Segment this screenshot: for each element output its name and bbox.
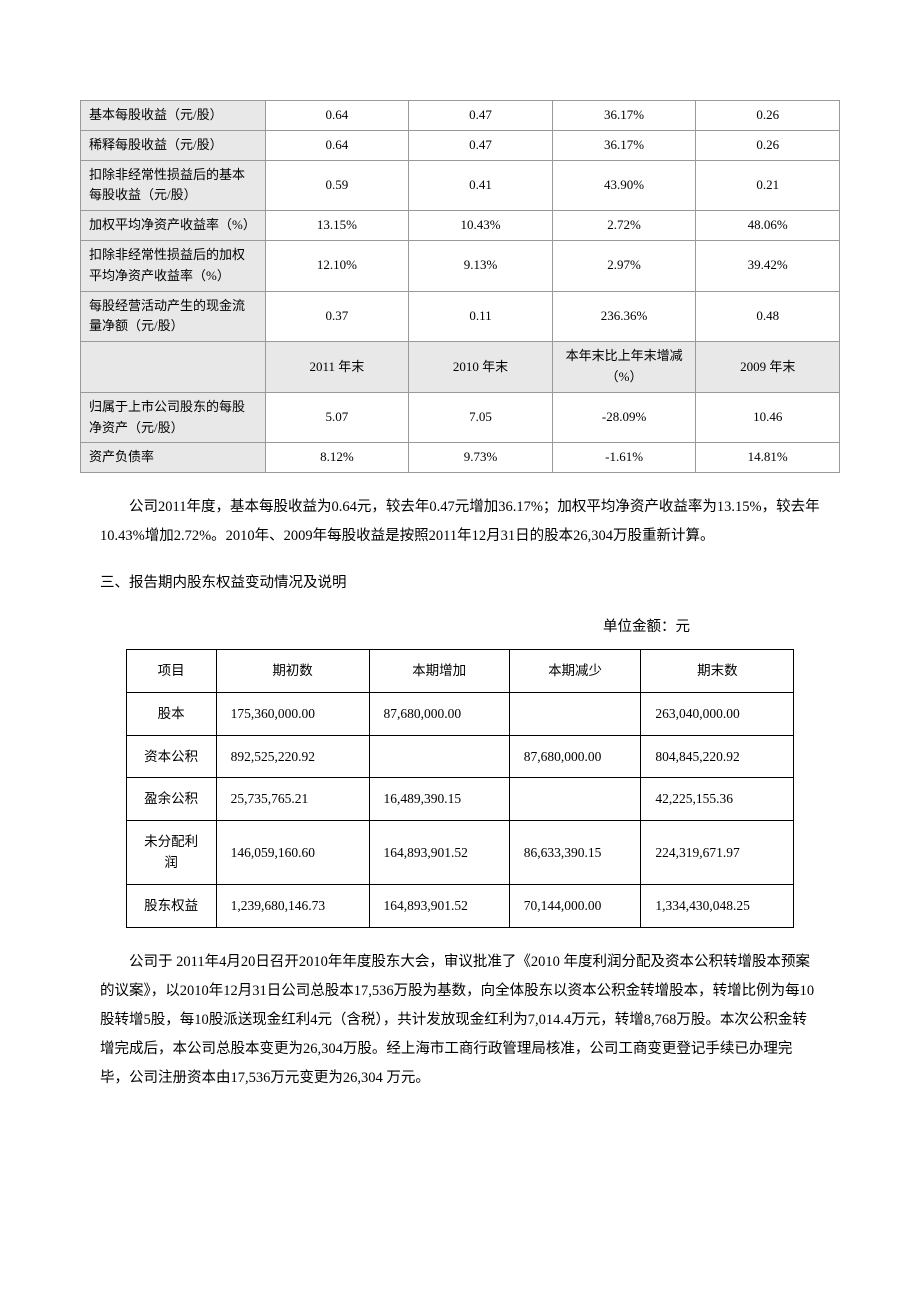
cell-value: 0.48: [696, 291, 840, 342]
cell-value: 263,040,000.00: [641, 692, 794, 735]
cell-value: 0.64: [265, 101, 409, 131]
cell-value: [369, 735, 509, 778]
cell-value: 8.12%: [265, 443, 409, 473]
cell-value: 12.10%: [265, 240, 409, 291]
row-label: 每股经营活动产生的现金流量净额（元/股）: [81, 291, 266, 342]
row-label: 股本: [126, 692, 216, 735]
cell-value: 0.26: [696, 101, 840, 131]
cell-value: 25,735,765.21: [216, 778, 369, 821]
cell-value: 0.59: [265, 160, 409, 211]
cell-value: 0.11: [409, 291, 553, 342]
cell-value: -28.09%: [552, 392, 696, 443]
row-label: 未分配利润: [126, 820, 216, 884]
table-row: 归属于上市公司股东的每股净资产（元/股）5.077.05-28.09%10.46: [81, 392, 840, 443]
cell-value: 0.47: [409, 130, 553, 160]
row-label: 稀释每股收益（元/股）: [81, 130, 266, 160]
cell-value: 36.17%: [552, 130, 696, 160]
row-label: 归属于上市公司股东的每股净资产（元/股）: [81, 392, 266, 443]
table-row: 资产负债率8.12%9.73%-1.61%14.81%: [81, 443, 840, 473]
table-row: 稀释每股收益（元/股）0.640.4736.17%0.26: [81, 130, 840, 160]
cell-value: 224,319,671.97: [641, 820, 794, 884]
header-cell: 2011 年末: [265, 342, 409, 393]
table-row: 加权平均净资产收益率（%）13.15%10.43%2.72%48.06%: [81, 211, 840, 241]
cell-value: 1,239,680,146.73: [216, 884, 369, 927]
paragraph-2: 公司于 2011年4月20日召开2010年年度股东大会，审议批准了《2010 年…: [100, 948, 820, 1093]
cell-value: 16,489,390.15: [369, 778, 509, 821]
table-row: 扣除非经常性损益后的加权平均净资产收益率（%）12.10%9.13%2.97%3…: [81, 240, 840, 291]
cell-value: 39.42%: [696, 240, 840, 291]
cell-value: 0.41: [409, 160, 553, 211]
row-label: 基本每股收益（元/股）: [81, 101, 266, 131]
cell-value: 9.73%: [409, 443, 553, 473]
cell-value: 0.21: [696, 160, 840, 211]
column-header: 期末数: [641, 650, 794, 693]
cell-value: 48.06%: [696, 211, 840, 241]
cell-value: 164,893,901.52: [369, 884, 509, 927]
cell-value: 804,845,220.92: [641, 735, 794, 778]
section-title-3: 三、报告期内股东权益变动情况及说明: [100, 569, 820, 598]
cell-value: 87,680,000.00: [369, 692, 509, 735]
row-label: 扣除非经常性损益后的加权平均净资产收益率（%）: [81, 240, 266, 291]
table-row: 盈余公积25,735,765.2116,489,390.15 42,225,155…: [126, 778, 794, 821]
cell-value: 70,144,000.00: [509, 884, 641, 927]
row-label: 资产负债率: [81, 443, 266, 473]
header-cell: [81, 342, 266, 393]
table-row: 股东权益1,239,680,146.73164,893,901.5270,144…: [126, 884, 794, 927]
financial-indicators-table: 基本每股收益（元/股）0.640.4736.17%0.26稀释每股收益（元/股）…: [80, 100, 840, 473]
cell-value: 86,633,390.15: [509, 820, 641, 884]
cell-value: 175,360,000.00: [216, 692, 369, 735]
table-row: 扣除非经常性损益后的基本每股收益（元/股）0.590.4143.90%0.21: [81, 160, 840, 211]
paragraph-1: 公司2011年度，基本每股收益为0.64元，较去年0.47元增加36.17%；加…: [100, 493, 820, 551]
cell-value: 2.97%: [552, 240, 696, 291]
cell-value: 0.47: [409, 101, 553, 131]
column-header: 期初数: [216, 650, 369, 693]
table-row: 每股经营活动产生的现金流量净额（元/股）0.370.11236.36%0.48: [81, 291, 840, 342]
cell-value: 87,680,000.00: [509, 735, 641, 778]
cell-value: 0.37: [265, 291, 409, 342]
cell-value: 14.81%: [696, 443, 840, 473]
table-row: 未分配利润146,059,160.60164,893,901.5286,633,…: [126, 820, 794, 884]
cell-value: 10.43%: [409, 211, 553, 241]
cell-value: 164,893,901.52: [369, 820, 509, 884]
cell-value: 36.17%: [552, 101, 696, 131]
cell-value: -1.61%: [552, 443, 696, 473]
row-label: 资本公积: [126, 735, 216, 778]
cell-value: 0.26: [696, 130, 840, 160]
cell-value: 13.15%: [265, 211, 409, 241]
column-header: 本期减少: [509, 650, 641, 693]
row-label: 扣除非经常性损益后的基本每股收益（元/股）: [81, 160, 266, 211]
equity-changes-table: 项目期初数本期增加本期减少期末数 股本175,360,000.0087,680,…: [126, 649, 795, 927]
header-cell: 2009 年末: [696, 342, 840, 393]
table-row: 股本175,360,000.0087,680,000.00 263,040,000…: [126, 692, 794, 735]
column-header: 本期增加: [369, 650, 509, 693]
header-cell: 本年末比上年末增减（%）: [552, 342, 696, 393]
cell-value: 43.90%: [552, 160, 696, 211]
unit-label: 单位金额：元: [100, 616, 690, 639]
cell-value: 0.64: [265, 130, 409, 160]
row-label: 盈余公积: [126, 778, 216, 821]
row-label: 股东权益: [126, 884, 216, 927]
cell-value: 9.13%: [409, 240, 553, 291]
cell-value: 236.36%: [552, 291, 696, 342]
row-label: 加权平均净资产收益率（%）: [81, 211, 266, 241]
cell-value: 2.72%: [552, 211, 696, 241]
header-cell: 2010 年末: [409, 342, 553, 393]
cell-value: [509, 692, 641, 735]
table-subheader-row: 2011 年末2010 年末本年末比上年末增减（%）2009 年末: [81, 342, 840, 393]
column-header: 项目: [126, 650, 216, 693]
table-row: 资本公积892,525,220.92 87,680,000.00804,845,2…: [126, 735, 794, 778]
cell-value: 7.05: [409, 392, 553, 443]
cell-value: 146,059,160.60: [216, 820, 369, 884]
cell-value: 10.46: [696, 392, 840, 443]
cell-value: 892,525,220.92: [216, 735, 369, 778]
cell-value: 1,334,430,048.25: [641, 884, 794, 927]
cell-value: 42,225,155.36: [641, 778, 794, 821]
cell-value: [509, 778, 641, 821]
table-row: 基本每股收益（元/股）0.640.4736.17%0.26: [81, 101, 840, 131]
cell-value: 5.07: [265, 392, 409, 443]
